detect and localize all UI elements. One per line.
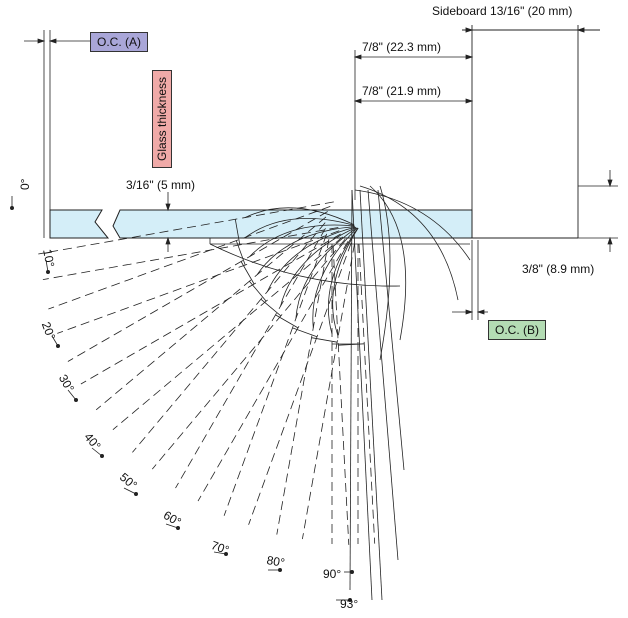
sweep-edge-line [57,230,340,334]
sweep-edge-line [151,239,346,470]
angle-arrow-head [74,397,79,402]
sweep-edge-line [112,236,343,431]
hinge-body-curve [359,185,459,301]
angle-label-0: 0° [18,178,32,190]
dimension-lines [353,50,474,200]
sweep-edge-line [276,239,330,535]
angle-arrow-head [100,453,105,458]
hinge-body-curve [354,189,471,261]
angle-arrow-head [175,526,180,531]
hinge-arc [295,227,357,319]
panel-cap [249,280,267,302]
sweep-edge-line [358,243,376,544]
open-position-line [377,189,405,471]
open-position-line [351,189,373,601]
glass-thickness-dim-label: 3/16" (5 mm) [126,178,195,192]
sweep-edge-line [248,242,352,525]
panel-cap [235,240,246,266]
hinge-arc [312,227,358,328]
angle-arrow-head [347,598,352,603]
oc-a-tag: O.C. (A) [90,32,148,52]
angle-arrow [213,551,227,555]
hinge-arc [245,217,355,238]
panel-cap [234,219,241,245]
sweep-edge-line [302,243,355,540]
sideboard [462,25,600,239]
hinge-arc [280,227,357,307]
sweep-edge-line [67,211,328,362]
dim-22-3-label: 7/8" (22.3 mm) [362,40,441,54]
oc-b-tag: O.C. (B) [488,320,546,340]
rotation-sweep [38,185,471,601]
sweep-edge-line [175,228,326,489]
angle-arrows [9,196,354,603]
hinge-arc [245,207,355,226]
sweep-edge-line [42,227,339,280]
hinge-arc [256,226,355,276]
hinge-body-curve [369,185,407,341]
angle-arrow-head [56,343,61,348]
open-position-line [359,189,383,601]
angle-label-80: 80° [265,553,286,570]
glass-thickness-dimension [165,192,171,252]
hinge-arc [267,226,356,292]
angle-arrow [123,487,137,495]
panel-cap [240,261,255,285]
open-position-line [349,189,353,591]
sweep-edge-line [95,216,327,411]
hinge-arc [249,224,355,257]
angle-label-90: 90° [323,567,342,581]
glass-thickness-tag: Glass thickness [152,69,172,168]
angle-arrow [67,389,77,401]
hinge-body-curve [379,185,391,361]
sweep-edge-line [48,206,331,310]
panel-cap [275,314,299,329]
panel-cap [311,337,338,343]
glass-panel-closed [49,209,473,239]
panel-cap [292,327,318,338]
open-position-line [367,189,399,561]
sweep-edge-line [223,233,328,516]
angle-arrow-head [9,205,14,210]
dim-21-9-label: 7/8" (21.9 mm) [362,84,441,98]
sweep-edge-line [80,233,341,385]
angle-arrow-head [46,269,51,274]
angle-arrow-head [133,491,138,496]
hinge-arc [332,227,359,336]
sweep-edge-line [38,201,334,255]
oc-b-pointer [452,240,488,320]
angle-arrow [45,259,49,273]
angle-arrow-head [349,570,354,575]
right-dim-label: 3/8" (8.9 mm) [522,262,595,276]
sideboard-label: Sideboard 13/16" (20 mm) [432,4,573,18]
angle-arrow [91,447,103,457]
angle-arrow [165,523,179,529]
angle-arrow-head [223,552,228,557]
angle-label-93: 93° [340,597,359,611]
hinge-arc [327,227,359,335]
right-dimension [578,170,618,252]
sweep-edge-line [332,245,350,545]
sweep-edge-line [132,222,326,453]
left-reference-lines [24,30,90,238]
angle-label-10: 10° [40,248,58,269]
angle-arrow-head [277,568,282,573]
panel-cap [260,298,282,317]
sweep-edge-line [197,241,349,502]
